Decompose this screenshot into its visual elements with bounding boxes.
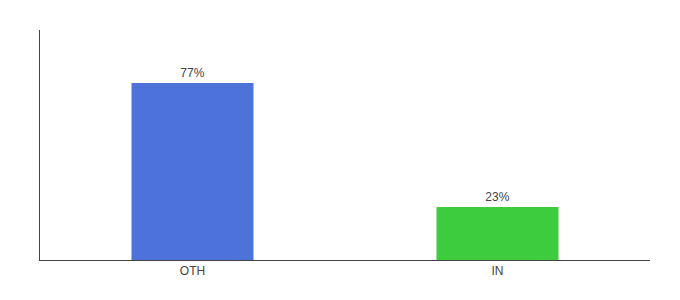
svg-text:IN: IN bbox=[492, 264, 504, 278]
svg-text:23%: 23% bbox=[485, 190, 509, 204]
svg-text:77%: 77% bbox=[180, 66, 204, 80]
svg-text:OTH: OTH bbox=[180, 264, 205, 278]
